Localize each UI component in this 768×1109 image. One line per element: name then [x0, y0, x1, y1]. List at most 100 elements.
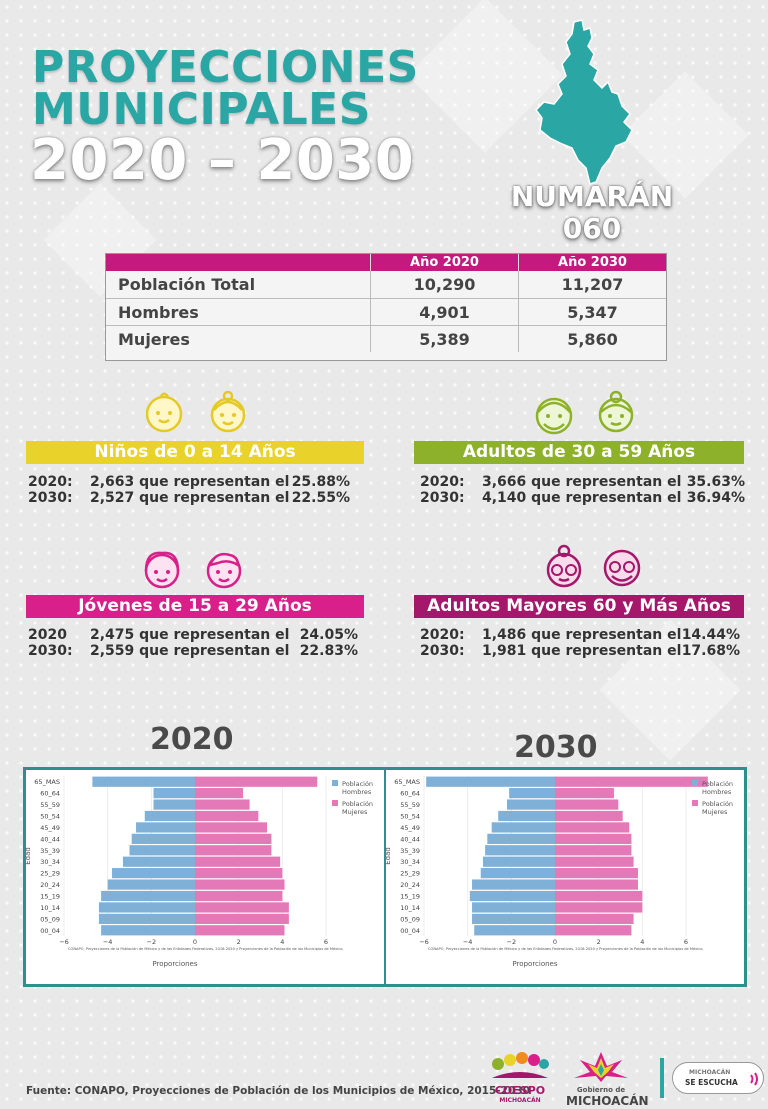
bar-mujeres: [555, 879, 638, 890]
bar-hombres: [112, 868, 195, 879]
header-2030: Año 2030: [518, 254, 666, 271]
x-tick-label: 4: [640, 938, 644, 946]
bar-hombres: [472, 902, 555, 913]
age-tick-label: 20_24: [40, 881, 60, 889]
age-tick-label: 60_64: [400, 790, 420, 798]
legend-label: Mujeres: [702, 808, 728, 816]
legend-label: Población: [702, 780, 733, 788]
row-value-2030: 11,207: [518, 271, 666, 298]
stat-text: 2,475 que representan el: [90, 627, 290, 643]
x-tick-label: −2: [507, 938, 517, 946]
gobierno-logo-text: Gobierno de: [576, 1086, 626, 1094]
bar-hombres: [480, 868, 555, 879]
stats-jovenes: 2020 2,475 que representan el 24.05% 2030:…: [28, 627, 358, 659]
stats-mayores: 2020: 1,486 que representan el 14.44% 2030…: [420, 627, 740, 659]
stat-text: 3,666 que representan el: [482, 474, 682, 490]
table-row: Población Total 10,290 11,207: [106, 271, 666, 298]
bar-mujeres: [195, 799, 250, 810]
coespo-logo-text: COESPO: [494, 1084, 546, 1097]
stat-pct: 24.05%: [299, 627, 358, 643]
row-value-2020: 10,290: [370, 271, 518, 298]
age-tick-label: 40_44: [400, 835, 420, 843]
age-tick-label: 20_24: [400, 881, 420, 889]
age-tick-label: 05_09: [40, 915, 60, 923]
bar-mujeres: [195, 788, 244, 799]
age-tick-label: 35_39: [40, 847, 60, 855]
age-tick-label: 15_19: [40, 893, 60, 901]
age-tick-label: 30_34: [400, 858, 420, 866]
band-jovenes: Jóvenes de 15 a 29 Años: [26, 595, 364, 618]
coespo-people-icon: [492, 1052, 549, 1078]
sound-waves-icon: [750, 1072, 758, 1086]
stat-year: 2030:: [420, 490, 465, 506]
population-table: Año 2020 Año 2030 Población Total 10,290…: [105, 253, 667, 361]
title-line1: PROYECCIONES: [32, 42, 419, 93]
population-pyramid-2030: 00_04 05_09 10_14 15_19 20_24 25_29 30_34 35_39…: [384, 776, 733, 968]
legend-label: Población: [342, 780, 373, 788]
age-tick-label: 60_64: [40, 790, 60, 798]
logo-divider: [660, 1058, 664, 1098]
bar-hombres: [506, 799, 555, 810]
legend-label: Población: [342, 800, 373, 808]
age-tick-label: 00_04: [40, 927, 60, 935]
legend-swatch: [692, 780, 698, 786]
bar-mujeres: [555, 856, 634, 867]
bar-mujeres: [555, 833, 632, 844]
x-tick-label: 6: [684, 938, 688, 946]
bar-hombres: [153, 799, 195, 810]
age-tick-label: 65_MAS: [394, 778, 420, 786]
municipality-map-icon: [535, 19, 633, 185]
stat-line: 2030: 2,527 que representan el 22.55%: [28, 490, 350, 506]
stat-year: 2030:: [28, 490, 73, 506]
bar-mujeres: [195, 810, 259, 822]
stat-pct: 17.68%: [681, 643, 740, 659]
stat-year: 2030:: [420, 643, 465, 659]
municipality-name: NUMARÁN: [510, 180, 674, 213]
stat-text: 1,981 que representan el: [482, 643, 682, 659]
age-tick-label: 45_49: [400, 824, 420, 832]
stat-year: 2020: [28, 627, 67, 643]
chart-source-note: CONAPO, Proyecciones de la Población de …: [68, 947, 344, 951]
bar-mujeres: [195, 856, 281, 867]
municipality-code: 060: [562, 212, 622, 245]
bar-hombres: [131, 833, 195, 844]
stat-text: 2,663 que representan el: [90, 474, 290, 490]
row-value-2030: 5,347: [518, 299, 666, 325]
age-tick-label: 25_29: [400, 870, 420, 878]
x-tick-label: −2: [147, 938, 157, 946]
age-tick-label: 05_09: [400, 915, 420, 923]
age-tick-label: 45_49: [40, 824, 60, 832]
age-tick-label: 25_29: [40, 870, 60, 878]
stat-line: 2020 2,475 que representan el 24.05%: [28, 627, 358, 643]
age-tick-label: 65_MAS: [34, 778, 60, 786]
bar-hombres: [98, 913, 195, 924]
bar-mujeres: [555, 913, 634, 924]
x-tick-label: 2: [237, 938, 241, 946]
title-line2: MUNICIPALES: [32, 84, 371, 135]
chart-source-note: CONAPO, Proyecciones de la Población de …: [428, 947, 704, 951]
legend-swatch: [332, 780, 338, 786]
x-tick-label: 6: [324, 938, 328, 946]
bar-mujeres: [555, 799, 619, 810]
table-header: Año 2020 Año 2030: [106, 254, 666, 271]
x-axis-label: Proporciones: [512, 960, 557, 968]
coespo-logo: COESPO MICHOACÁN: [490, 1052, 550, 1104]
stats-adultos: 2020: 3,666 que representan el 35.63% 2030…: [420, 474, 745, 506]
chart-panel-2020: 00_04 05_09 10_14 15_19 20_24 25_29 30_34 35_39…: [24, 770, 384, 984]
band-mayores: Adultos Mayores 60 y Más Años: [414, 595, 744, 618]
bar-mujeres: [555, 810, 623, 822]
x-tick-label: −6: [419, 938, 429, 946]
stat-line: 2020: 3,666 que representan el 35.63%: [420, 474, 745, 490]
legend-label: Hombres: [342, 788, 372, 796]
bar-mujeres: [555, 902, 643, 913]
x-tick-label: 2: [597, 938, 601, 946]
stat-text: 2,527 que representan el: [90, 490, 290, 506]
stat-pct: 22.55%: [291, 490, 350, 506]
table-row: Mujeres 5,389 5,860: [106, 325, 666, 352]
x-tick-label: 4: [280, 938, 284, 946]
age-tick-label: 55_59: [400, 801, 420, 809]
age-tick-label: 50_54: [400, 813, 420, 821]
stat-text: 1,486 que representan el: [482, 627, 682, 643]
bar-hombres: [485, 845, 555, 856]
baby-girl-icon: [210, 390, 246, 433]
